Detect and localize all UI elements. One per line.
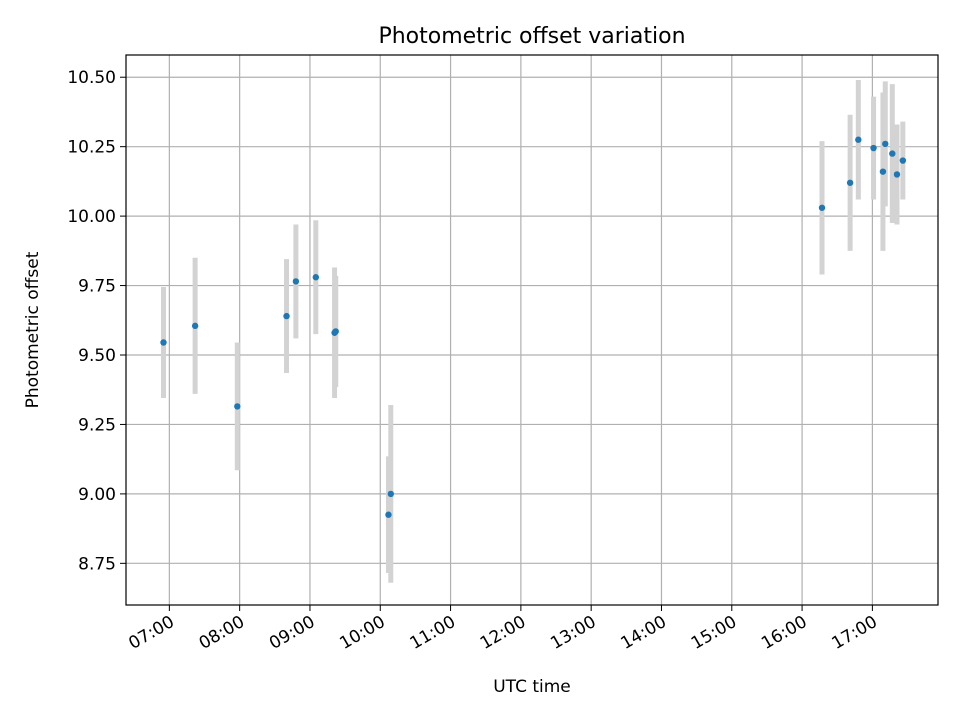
x-tick-label: 10:00 [336,612,388,654]
x-tick-label: 13:00 [547,612,599,654]
error-bars [160,80,906,583]
x-tick-label: 11:00 [407,612,459,654]
x-tick-label: 07:00 [125,612,177,654]
data-point [899,157,907,164]
y-tick-label: 9.50 [78,346,116,366]
data-point [387,490,395,498]
data-point [160,339,167,346]
ticks: 07:00 08:00 09:00 10:00 11:00 12:00 13:00 14:00… [67,68,881,654]
y-tick-label: 10.00 [67,207,116,227]
x-tick-label: 17:00 [828,612,880,654]
data-point [234,403,241,410]
data-points [160,136,907,518]
data-point [292,278,300,285]
chart-title: Photometric offset variation [378,24,685,49]
data-point [889,150,896,157]
data-point [855,136,862,143]
x-tick-label: 14:00 [618,612,670,654]
data-point [191,322,199,330]
y-tick-label: 9.75 [78,277,116,297]
data-point [312,274,320,281]
x-tick-label: 12:00 [477,612,529,654]
y-axis-label: Photometric offset [23,251,43,408]
data-point [893,171,901,178]
x-axis-label: UTC time [493,677,571,697]
y-tick-label: 9.00 [78,485,116,505]
grid [126,55,938,605]
x-tick-label: 16:00 [758,612,810,654]
data-point [882,140,889,148]
data-point [332,328,339,335]
x-tick-label: 15:00 [688,612,740,654]
data-point [870,144,877,152]
plot-frame [125,54,939,606]
x-tick-label: 09:00 [266,612,318,654]
y-tick-label: 10.25 [67,138,116,158]
data-point [385,511,392,518]
data-point [879,168,887,175]
x-tick-label: 08:00 [196,612,248,654]
y-tick-label: 10.50 [67,68,116,88]
y-tick-label: 9.25 [78,415,116,435]
data-point [846,179,854,186]
data-point [283,312,290,320]
y-tick-label: 8.75 [78,554,116,574]
data-point [818,204,826,211]
